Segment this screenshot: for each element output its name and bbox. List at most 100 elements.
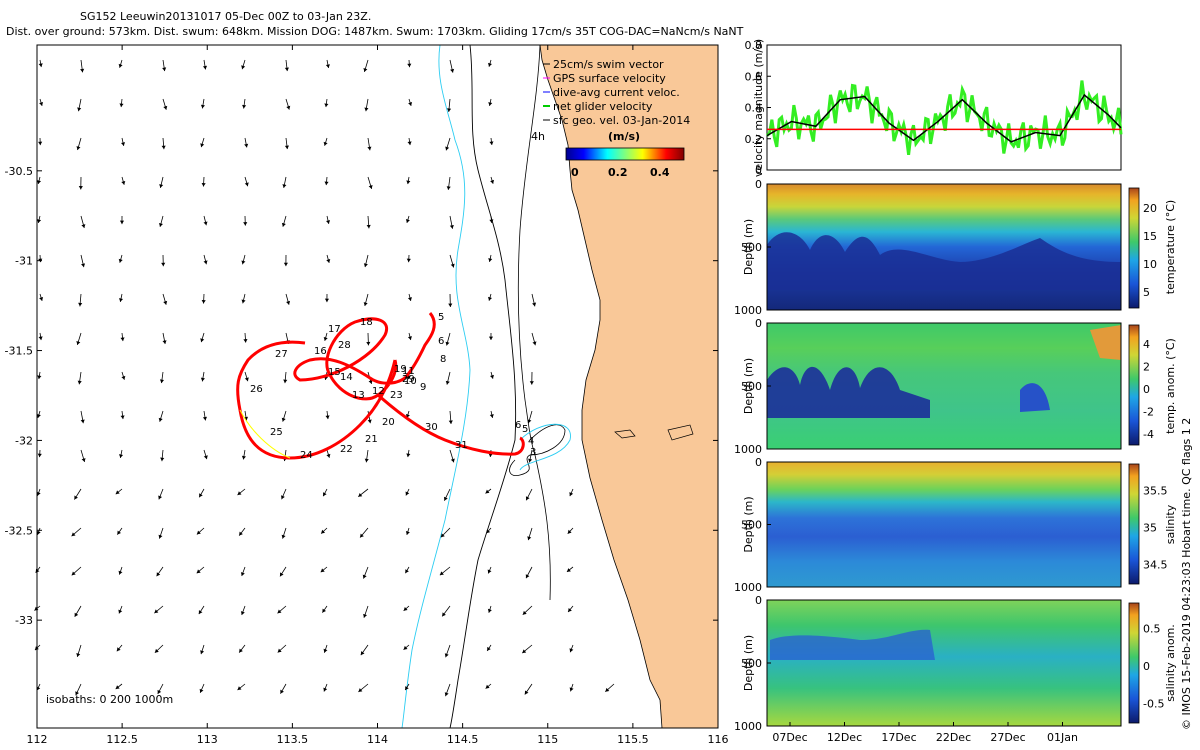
velocity-arrowhead	[116, 647, 121, 652]
velocity-arrowhead	[324, 298, 330, 303]
velocity-arrowhead	[39, 296, 44, 301]
velocity-arrowhead	[323, 648, 328, 653]
map-panel: 5 6 8 3 4 5 6 9 10 11 12 13 14 15 16 17 …	[5, 44, 729, 746]
velocity-arrowhead	[450, 263, 455, 268]
velocity-arrowhead	[37, 375, 42, 380]
velocity-arrowhead	[363, 613, 368, 618]
velocity-arrowhead	[239, 648, 243, 653]
day-label: 16	[314, 346, 327, 357]
velocity-arrowhead	[485, 489, 490, 494]
velocity-arrowhead	[488, 336, 494, 341]
colorbar-tick-label: 0.5	[1143, 623, 1161, 636]
velocity-arrowhead	[244, 143, 249, 148]
velocity-arrowhead	[488, 62, 492, 67]
velocity-green-line	[765, 80, 1123, 155]
velocity-arrowhead	[527, 419, 532, 424]
velocity-arrowhead	[78, 185, 83, 190]
land-mass	[539, 44, 719, 729]
velocity-arrowhead	[324, 103, 329, 108]
velocity-arrowhead	[326, 258, 331, 263]
velocity-arrowhead	[237, 491, 242, 496]
imos-copyright-note: © IMOS 15-Feb-2019 04:23:03 Hobart time.…	[1180, 418, 1193, 730]
velocity-arrowhead	[80, 419, 85, 424]
velocity-arrowhead	[121, 375, 126, 380]
velocity-arrowhead	[81, 224, 86, 229]
section-ytick-label: 1000	[734, 581, 762, 594]
velocity-arrowhead	[39, 101, 44, 106]
section-ytick-label: 1000	[734, 720, 762, 733]
temp-anom-cold-eddies	[767, 366, 930, 418]
velocity-plot-area	[766, 44, 1122, 171]
map-axis-ticks: 112 112.5 113 113.5 114 114.5 115 115.5 116-30.5…	[5, 45, 729, 746]
velocity-arrowhead	[366, 224, 371, 229]
velocity-arrowhead	[324, 181, 329, 186]
section-ylabel: Depth (m)	[742, 496, 755, 552]
velocity-arrowhead	[243, 222, 248, 226]
velocity-arrowhead	[120, 415, 125, 420]
temp-anom-cold-patch	[1020, 383, 1050, 412]
colorbar-label: temperature (°C)	[1164, 200, 1177, 294]
velocity-arrowhead	[323, 336, 328, 341]
isobaths-label: isobaths: 0 200 1000m	[46, 693, 173, 706]
velocity-arrowhead	[487, 569, 492, 574]
velocity-arrowhead	[532, 302, 537, 307]
velocity-arrowhead	[38, 141, 43, 146]
velocity-arrowhead	[78, 302, 83, 307]
velocity-y-ticks: 0 0.2 0.4 0.6 0.8	[745, 39, 771, 177]
velocity-arrowhead	[77, 380, 82, 385]
velocity-arrowhead	[362, 574, 367, 579]
map-ytick-label: -33	[15, 614, 33, 627]
section-ytick-label: 0	[755, 456, 762, 469]
velocity-arrowhead	[323, 687, 328, 692]
isobath-200m-bay	[519, 423, 571, 471]
map-xtick-label: 116	[708, 733, 729, 746]
velocity-arrowhead	[118, 609, 123, 614]
velocity-arrowhead	[203, 221, 208, 226]
velocity-arrowhead	[161, 145, 166, 150]
velocity-arrowhead	[445, 341, 450, 346]
section-ytick-label: 0	[755, 178, 762, 191]
velocity-arrowhead	[115, 685, 120, 690]
section-colorbars	[1128, 187, 1140, 724]
map-xtick-label: 113.5	[277, 733, 309, 746]
velocity-arrowhead	[446, 186, 451, 190]
date-tick-label: 17Dec	[881, 731, 916, 744]
velocity-arrowhead	[443, 496, 448, 501]
day-label: 20	[382, 417, 395, 428]
date-tick-label: 01Jan	[1047, 731, 1078, 744]
colorbar-unit: (m/s)	[608, 130, 640, 143]
date-tick-label: 22Dec	[936, 731, 971, 744]
island-rottnest	[614, 429, 636, 439]
velocity-arrowhead	[567, 529, 572, 534]
section-ytick-label: 1000	[734, 304, 762, 317]
velocity-arrowhead	[363, 302, 368, 307]
velocity-arrowhead	[450, 458, 455, 463]
map-xtick-label: 114	[367, 733, 388, 746]
velocity-arrowhead	[154, 648, 159, 653]
map-legend: 25cm/s swim vector GPS surface velocity …	[531, 58, 690, 179]
velocity-arrowhead	[277, 648, 282, 653]
track-yellow	[239, 409, 291, 459]
section-ylabel: Depth (m)	[742, 219, 755, 275]
colorbar-tick-label: 35	[1143, 522, 1157, 535]
velocity-arrowhead	[36, 491, 41, 496]
velocity-arrowhead	[279, 572, 284, 577]
velocity-arrowhead	[36, 413, 41, 418]
track-segment-3	[377, 393, 525, 456]
map-xtick-label: 114.5	[447, 733, 479, 746]
velocity-arrowhead	[444, 692, 449, 697]
day-label: 30	[425, 422, 438, 433]
velocity-arrowhead	[203, 260, 208, 265]
velocity-arrowhead	[71, 532, 76, 537]
day-label: 28	[338, 340, 351, 351]
velocity-arrowhead	[489, 374, 494, 379]
map-colorbar	[565, 147, 685, 161]
velocity-arrowhead	[447, 108, 452, 112]
velocity-arrowhead	[203, 455, 208, 460]
velocity-arrowhead	[405, 686, 409, 691]
legend-gps-velocity: GPS surface velocity	[553, 72, 666, 85]
map-ytick-label: -30.5	[5, 165, 33, 178]
velocity-arrowhead	[321, 529, 326, 534]
day-label: 23	[390, 390, 403, 401]
velocity-arrowhead	[406, 180, 411, 185]
